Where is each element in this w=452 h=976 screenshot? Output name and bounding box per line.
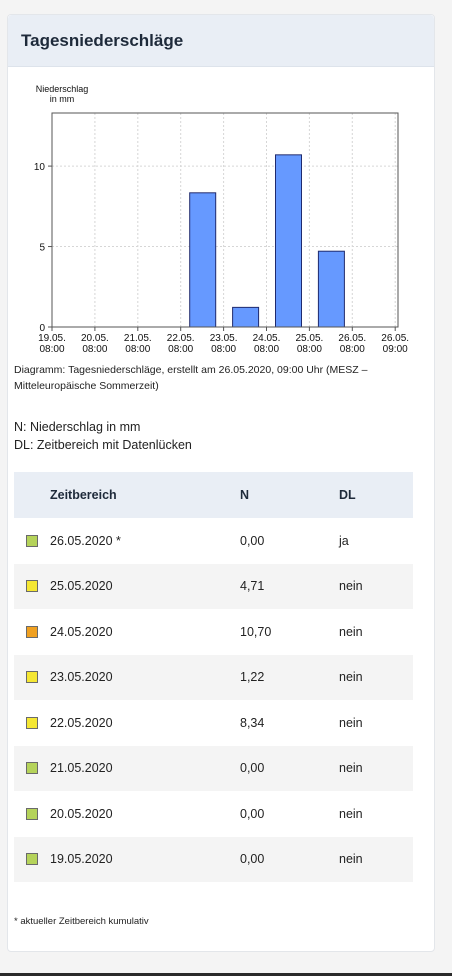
table-row: 22.05.2020 8,34 nein xyxy=(14,700,413,746)
row-period: 23.05.2020 xyxy=(50,670,113,685)
row-n: 1,22 xyxy=(240,670,265,685)
header-period: Zeitbereich xyxy=(50,488,117,502)
status-color-swatch xyxy=(26,580,38,593)
x-tick-label-date: 25.05. xyxy=(295,333,323,344)
table-row: 23.05.2020 1,22 nein xyxy=(14,654,413,700)
plot-area xyxy=(52,113,398,327)
row-dl: nein xyxy=(339,624,363,639)
table-row: 25.05.2020 4,71 nein xyxy=(14,563,413,609)
x-tick-label-time: 08:00 xyxy=(297,344,322,355)
row-n: 10,70 xyxy=(240,624,272,639)
y-tick-label: 0 xyxy=(39,323,45,334)
x-tick-label-time: 08:00 xyxy=(254,344,279,355)
row-period: 26.05.2020 * xyxy=(50,533,121,548)
x-tick-label-time: 08:00 xyxy=(211,344,236,355)
row-n: 4,71 xyxy=(240,579,265,594)
bar xyxy=(275,154,302,328)
row-period: 21.05.2020 xyxy=(50,761,113,776)
status-color-swatch xyxy=(26,534,38,547)
status-color-swatch xyxy=(26,625,38,638)
row-period: 20.05.2020 xyxy=(50,806,113,821)
abbreviation-legend: N: Niederschlag in mm DL: Zeitbereich mi… xyxy=(14,418,406,454)
row-dl: nein xyxy=(339,670,363,685)
status-color-swatch xyxy=(26,671,38,684)
y-axis-label-line-1: Niederschlag xyxy=(36,84,89,94)
x-tick-label-time: 08:00 xyxy=(82,344,107,355)
y-axis-label-line-2: in mm xyxy=(50,94,75,104)
table-row: 21.05.2020 0,00 nein xyxy=(14,745,413,791)
bar xyxy=(317,250,345,328)
legend-dl: DL: Zeitbereich mit Datenlücken xyxy=(14,438,192,452)
row-dl: nein xyxy=(339,761,363,776)
row-n: 0,00 xyxy=(240,806,265,821)
footnote: * aktueller Zeitbereich kumulativ xyxy=(14,916,149,927)
row-dl: nein xyxy=(339,806,363,821)
status-color-swatch xyxy=(26,762,38,775)
table-header: Zeitbereich N DL xyxy=(14,472,413,518)
x-tick-label-date: 19.05. xyxy=(38,333,66,344)
x-tick-label-date: 26.05. xyxy=(381,333,409,344)
x-tick-label-date: 22.05. xyxy=(167,333,195,344)
y-tick-label: 10 xyxy=(34,162,46,173)
row-period: 25.05.2020 xyxy=(50,579,113,594)
x-tick-label-date: 24.05. xyxy=(253,333,281,344)
x-tick-label-time: 08:00 xyxy=(168,344,193,355)
table-body: 26.05.2020 * 0,00 ja 25.05.2020 4,71 nein 24.0… xyxy=(14,518,413,882)
row-n: 0,00 xyxy=(240,533,265,548)
precipitation-chart: 0 5 10 19.05. 08:00 20.05. 08:00 21.05. 08:00 22.… xyxy=(12,66,412,356)
table-row: 24.05.2020 10,70 nein xyxy=(14,609,413,655)
row-n: 0,00 xyxy=(240,761,265,776)
precipitation-table: Zeitbereich N DL 26.05.2020 * 0,00 ja 25.05… xyxy=(14,472,413,882)
header-n: N xyxy=(240,488,250,502)
chart-caption: Diagramm: Tagesniederschläge, erstellt a… xyxy=(14,364,368,392)
x-tick-label-time: 08:00 xyxy=(125,344,150,355)
x-tick-label-time: 08:00 xyxy=(39,344,64,355)
legend-n: N: Niederschlag in mm xyxy=(14,420,141,434)
bar xyxy=(189,192,217,328)
x-tick-label-date: 21.05. xyxy=(124,333,152,344)
status-color-swatch xyxy=(26,716,38,729)
x-tick-label-date: 23.05. xyxy=(210,333,238,344)
bar xyxy=(232,306,260,328)
row-period: 24.05.2020 xyxy=(50,624,113,639)
status-color-swatch xyxy=(26,807,38,820)
table-row: 20.05.2020 0,00 nein xyxy=(14,791,413,837)
row-n: 8,34 xyxy=(240,715,265,730)
row-period: 22.05.2020 xyxy=(50,715,113,730)
plot-frame xyxy=(51,112,399,328)
header-dl: DL xyxy=(339,488,356,502)
x-tick-label-date: 26.05. xyxy=(338,333,366,344)
panel-title: Tagesniederschläge xyxy=(21,30,184,50)
status-color-swatch xyxy=(26,853,38,866)
row-dl: nein xyxy=(339,579,363,594)
x-tick-label-date: 20.05. xyxy=(81,333,109,344)
row-dl: ja xyxy=(339,533,349,548)
row-period: 19.05.2020 xyxy=(50,852,113,867)
table-row: 19.05.2020 0,00 nein xyxy=(14,836,413,882)
chart-svg: 051019.05.08:0020.05.08:0021.05.08:0022.… xyxy=(34,84,409,355)
row-dl: nein xyxy=(339,852,363,867)
page-bottom-border xyxy=(0,973,452,976)
x-tick-label-time: 09:00 xyxy=(383,344,408,355)
row-n: 0,00 xyxy=(240,852,265,867)
panel-header: Tagesniederschläge xyxy=(8,15,434,67)
x-tick-label-time: 08:00 xyxy=(340,344,365,355)
table-row: 26.05.2020 * 0,00 ja xyxy=(14,518,413,564)
y-tick-label: 5 xyxy=(39,243,45,254)
row-dl: nein xyxy=(339,715,363,730)
